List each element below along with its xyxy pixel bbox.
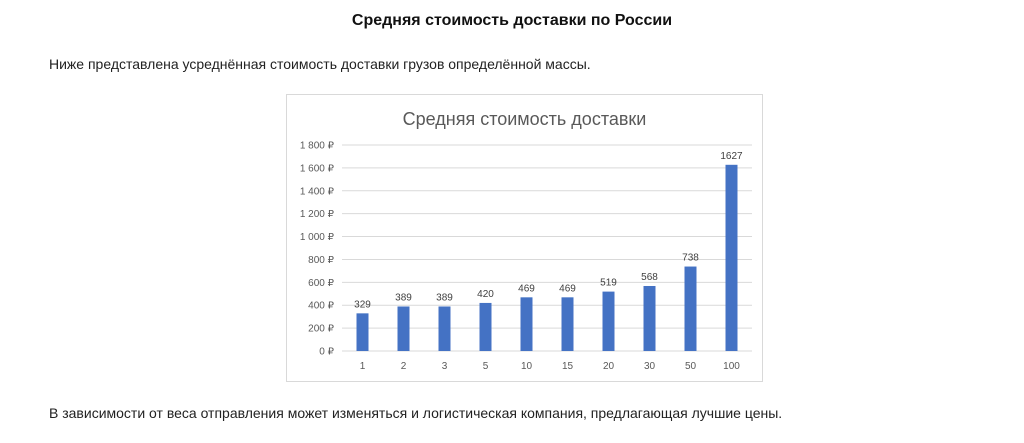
bar bbox=[602, 291, 615, 351]
y-tick-label: 1 800 ₽ bbox=[300, 141, 335, 152]
y-tick-label: 0 ₽ bbox=[319, 347, 334, 358]
chart-title: Средняя стоимость доставки bbox=[402, 109, 647, 129]
y-tick-label: 600 ₽ bbox=[308, 278, 334, 289]
bar bbox=[725, 164, 738, 351]
data-label: 329 bbox=[354, 299, 371, 310]
bar bbox=[356, 313, 369, 351]
data-label: 1627 bbox=[720, 151, 743, 162]
y-tick-label: 1 400 ₽ bbox=[300, 186, 335, 197]
x-tick-label: 10 bbox=[521, 361, 533, 372]
chart-container: Средняя стоимость доставки 0 ₽ 200 ₽ 400 ₽… bbox=[286, 94, 763, 382]
bar bbox=[643, 285, 656, 351]
bar bbox=[479, 302, 492, 351]
data-label: 469 bbox=[559, 283, 576, 294]
data-label: 469 bbox=[518, 283, 535, 294]
x-tick-label: 30 bbox=[644, 361, 656, 372]
x-tick-label: 1 bbox=[360, 361, 366, 372]
x-tick-label: 15 bbox=[562, 361, 574, 372]
x-tick-label: 100 bbox=[723, 361, 740, 372]
x-tick-label: 20 bbox=[603, 361, 615, 372]
data-label: 519 bbox=[600, 278, 617, 289]
bar bbox=[397, 306, 410, 351]
x-tick-label: 5 bbox=[483, 361, 489, 372]
page-title: Средняя стоимость доставки по России bbox=[351, 12, 673, 29]
x-tick-label: 50 bbox=[685, 361, 697, 372]
bar bbox=[684, 266, 697, 351]
x-tick-label: 2 bbox=[401, 361, 407, 372]
data-label: 738 bbox=[682, 253, 699, 264]
bar-chart: 0 ₽ 200 ₽ 400 ₽ 600 ₽ 800 ₽ 1 000 ₽ 1 200 ₽ 1 4… bbox=[300, 141, 752, 372]
outro-paragraph: В зависимости от веса отправления может … bbox=[49, 405, 783, 421]
intro-paragraph: Ниже представлена усреднённая стоимость … bbox=[49, 56, 591, 72]
data-label: 420 bbox=[477, 289, 494, 300]
bar bbox=[520, 297, 533, 351]
y-tick-label: 1 000 ₽ bbox=[300, 232, 335, 243]
bar bbox=[438, 306, 451, 351]
data-label: 389 bbox=[395, 292, 412, 303]
y-tick-label: 200 ₽ bbox=[308, 324, 334, 335]
data-label: 568 bbox=[641, 272, 658, 283]
data-label: 389 bbox=[436, 292, 453, 303]
y-tick-label: 1 200 ₽ bbox=[300, 209, 335, 220]
x-tick-label: 3 bbox=[442, 361, 448, 372]
y-tick-label: 800 ₽ bbox=[308, 255, 334, 266]
y-tick-label: 1 600 ₽ bbox=[300, 163, 335, 174]
y-tick-label: 400 ₽ bbox=[308, 301, 334, 312]
bar bbox=[561, 297, 574, 351]
